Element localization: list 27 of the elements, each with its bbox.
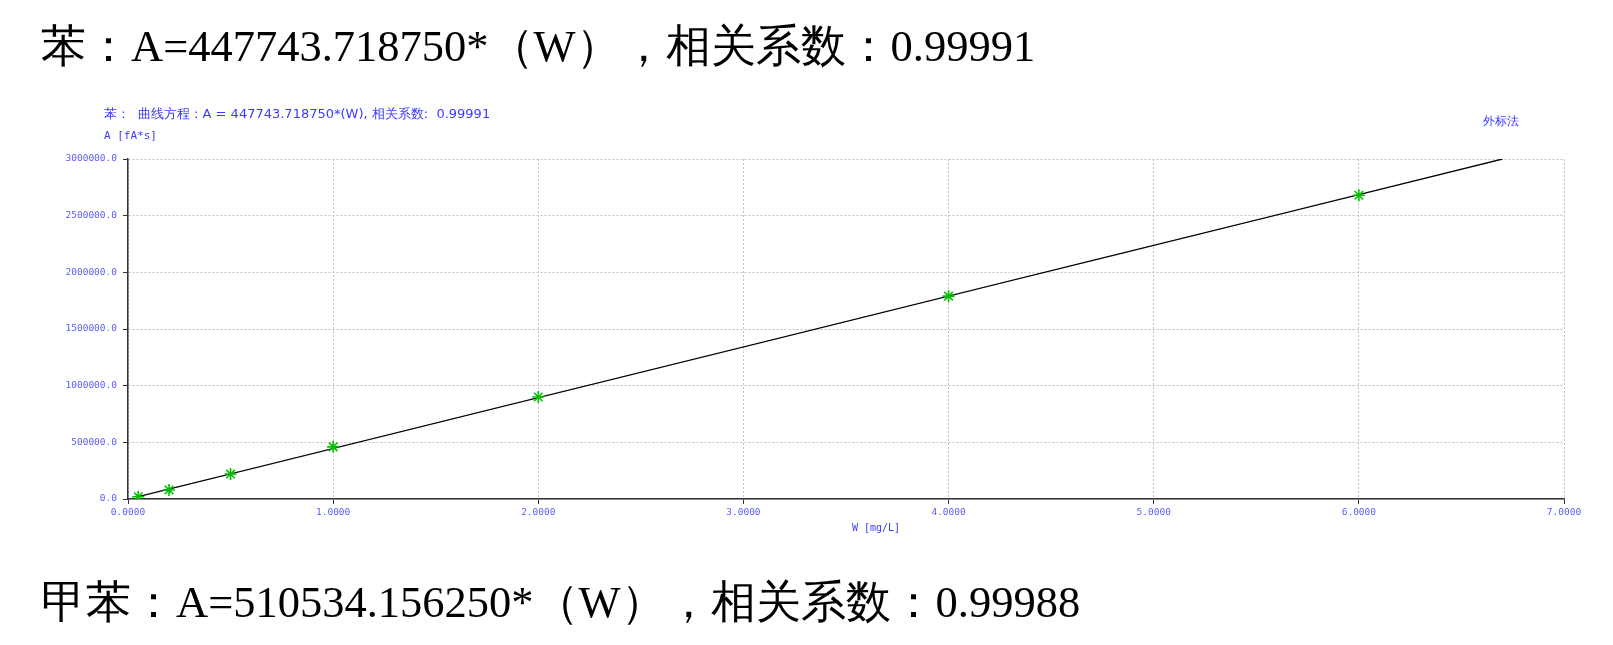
point [162, 483, 176, 497]
y-tick-label: 0.0 [99, 492, 118, 504]
point [941, 289, 956, 303]
y-tick-label: 500000.0 [71, 435, 118, 447]
point [1352, 188, 1366, 203]
x-tick-label: 1.0000 [315, 506, 351, 518]
x-tick-label: 2.0000 [521, 506, 556, 518]
x-tick-label: 3.0000 [726, 506, 761, 518]
x-tick-label: 7.0000 [1546, 506, 1582, 518]
y-tick-label: 2500000.0 [65, 209, 118, 221]
point [531, 390, 546, 404]
y-tick-label: 1000000.0 [65, 379, 118, 391]
y-tick-label: 1500000.0 [65, 322, 118, 334]
x-tick-label: 6.0000 [1341, 506, 1377, 518]
x-tick-label: 0.0000 [110, 506, 146, 518]
point [223, 467, 238, 481]
chart-title: 苯：A=447743.718750*（W），相关系数：0.99991 [41, 20, 1036, 72]
point [326, 440, 340, 454]
x-axis-title: W [mg/L] [851, 521, 901, 533]
y-tick-label: 2000000.0 [65, 265, 118, 277]
x-tick-label: 5.0000 [1136, 506, 1172, 518]
y-tick-label: 3000000.0 [65, 152, 118, 164]
text: 外标法 [1483, 114, 1519, 129]
x-tick-label: 4.0000 [931, 506, 966, 518]
chart-subtitle: 苯 : 曲线方程 : A = 447743.718750*(W), 相关系数: 0.99991 [104, 106, 491, 122]
text: 甲苯：A=510534.156250*（W），相关系数：0.99988 [41, 576, 1081, 628]
y-axis-title: A [fA*s] [104, 128, 157, 142]
